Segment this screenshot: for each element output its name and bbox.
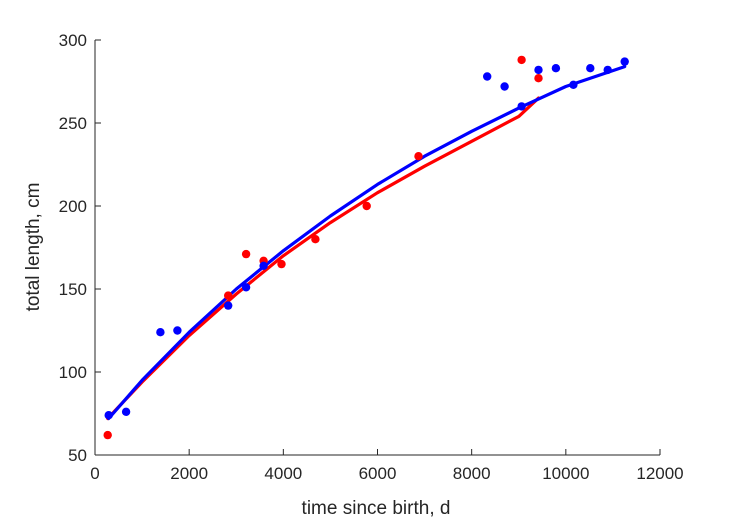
blue-data-point	[483, 72, 492, 81]
x-axis-label: time since birth, d	[302, 498, 451, 519]
y-tick-label: 100	[59, 363, 87, 382]
red-data-point	[517, 55, 526, 65]
x-tick-label: 0	[90, 464, 99, 483]
y-tick-label: 150	[59, 280, 87, 299]
blue-data-point	[156, 328, 165, 337]
blue-data-point	[603, 65, 612, 75]
blue-data-point	[121, 407, 131, 416]
y-axis-label: total length, cm	[23, 183, 44, 312]
red-data-point	[103, 430, 112, 440]
red-data-point	[362, 201, 371, 211]
x-tick-label: 12000	[636, 464, 683, 483]
blue-data-point	[173, 326, 182, 335]
red-data-point	[534, 74, 543, 83]
blue-data-point	[500, 82, 509, 91]
blue-data-point	[224, 301, 233, 310]
red-data-point	[277, 259, 286, 269]
blue-data-point	[551, 63, 561, 73]
red-data-point	[311, 235, 320, 244]
y-tick-label: 200	[59, 197, 87, 216]
blue-data-point	[586, 63, 595, 73]
blue-data-point	[241, 283, 251, 292]
y-tick-label: 250	[59, 114, 87, 133]
x-tick-label: 6000	[359, 464, 397, 483]
blue-data-point	[517, 102, 526, 111]
blue-fit-line	[107, 65, 627, 421]
y-tick-label: 50	[68, 446, 87, 465]
x-tick-label: 2000	[170, 464, 208, 483]
blue-data-point	[104, 411, 113, 420]
fit-lines	[106, 65, 627, 421]
red-data-point	[414, 152, 423, 161]
axes	[94, 39, 661, 456]
x-tick-label: 10000	[542, 464, 589, 483]
blue-data-point	[569, 80, 578, 90]
y-tick-label: 300	[59, 31, 87, 50]
data-points	[103, 55, 629, 440]
blue-data-point	[620, 57, 629, 66]
red-fit-line	[106, 96, 541, 421]
red-data-point	[224, 291, 233, 300]
x-tick-label: 4000	[264, 464, 302, 483]
tick-labels: 0 2000 4000 6000 8000 10000 12000 50 100 150 200 25…	[59, 31, 684, 483]
blue-data-point	[259, 261, 268, 270]
blue-data-point	[534, 65, 543, 75]
x-tick-label: 8000	[453, 464, 491, 483]
red-data-point	[241, 249, 251, 259]
